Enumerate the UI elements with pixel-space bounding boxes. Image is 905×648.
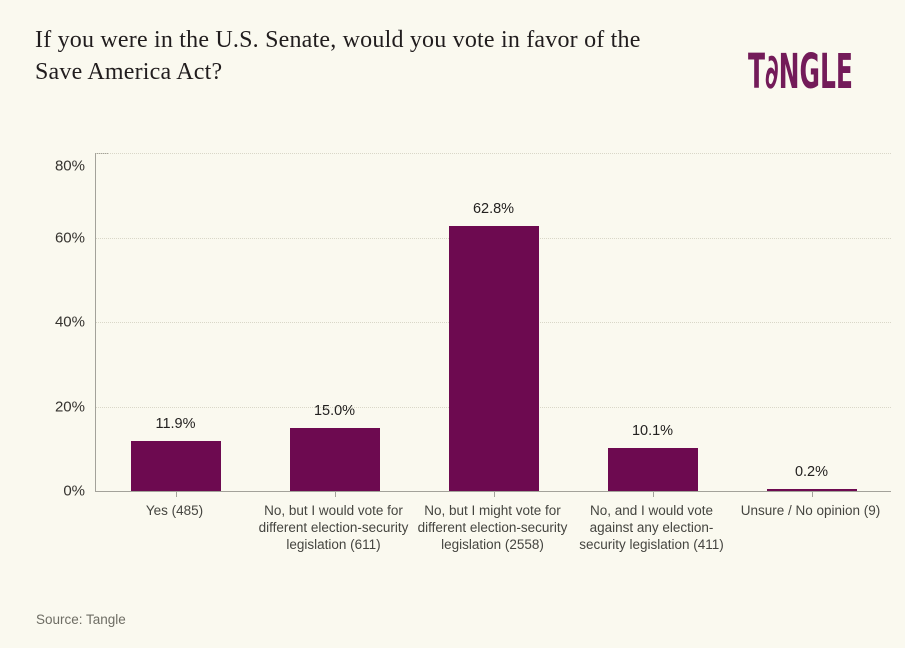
y-axis-tick-label: 0% xyxy=(63,482,85,500)
x-axis-tick xyxy=(811,491,813,497)
bar xyxy=(289,427,380,491)
y-axis-tick-label: 40% xyxy=(54,313,85,331)
y-axis-tick-label: 20% xyxy=(54,398,85,415)
bar xyxy=(607,448,698,491)
bar-value-label: 15.0% xyxy=(313,402,356,419)
bar-value-label: 10.1% xyxy=(631,423,674,440)
bar-value-label: 0.2% xyxy=(794,464,829,480)
bar xyxy=(448,225,539,491)
plot-area: 0% 20% 40% 60% 80% 11.9% 15.0% 62.8% 10.1% 0.2% xyxy=(55,153,891,500)
x-category-label: No, but I might vote for different elect… xyxy=(417,503,568,552)
bar-value-label: 62.8% xyxy=(472,200,515,217)
bar xyxy=(766,489,857,491)
gridline-80 xyxy=(96,153,891,154)
x-category-label: No, but I would vote for different elect… xyxy=(258,503,409,552)
y-axis-tick-label: 60% xyxy=(54,229,85,246)
chart-title: If you were in the U.S. Senate, would yo… xyxy=(35,27,641,85)
source-note: Source: Tangle xyxy=(36,612,126,627)
y-axis-tick-label: 80% xyxy=(54,157,85,175)
x-axis-labels: Yes (485) No, but I would vote for differ… xyxy=(95,502,890,582)
tangle-logo: T∂NGLE xyxy=(748,44,853,100)
x-axis-tick xyxy=(652,491,654,497)
x-axis-tick xyxy=(493,491,495,497)
bar xyxy=(130,440,221,491)
x-category-label: Yes (485) xyxy=(145,503,204,518)
bar-value-label: 11.9% xyxy=(155,415,196,432)
x-axis-tick xyxy=(175,491,177,497)
x-category-label: Unsure / No opinion (9) xyxy=(740,503,881,518)
x-axis-tick xyxy=(334,491,336,497)
x-category-label: No, and I would vote against any electio… xyxy=(579,503,724,552)
